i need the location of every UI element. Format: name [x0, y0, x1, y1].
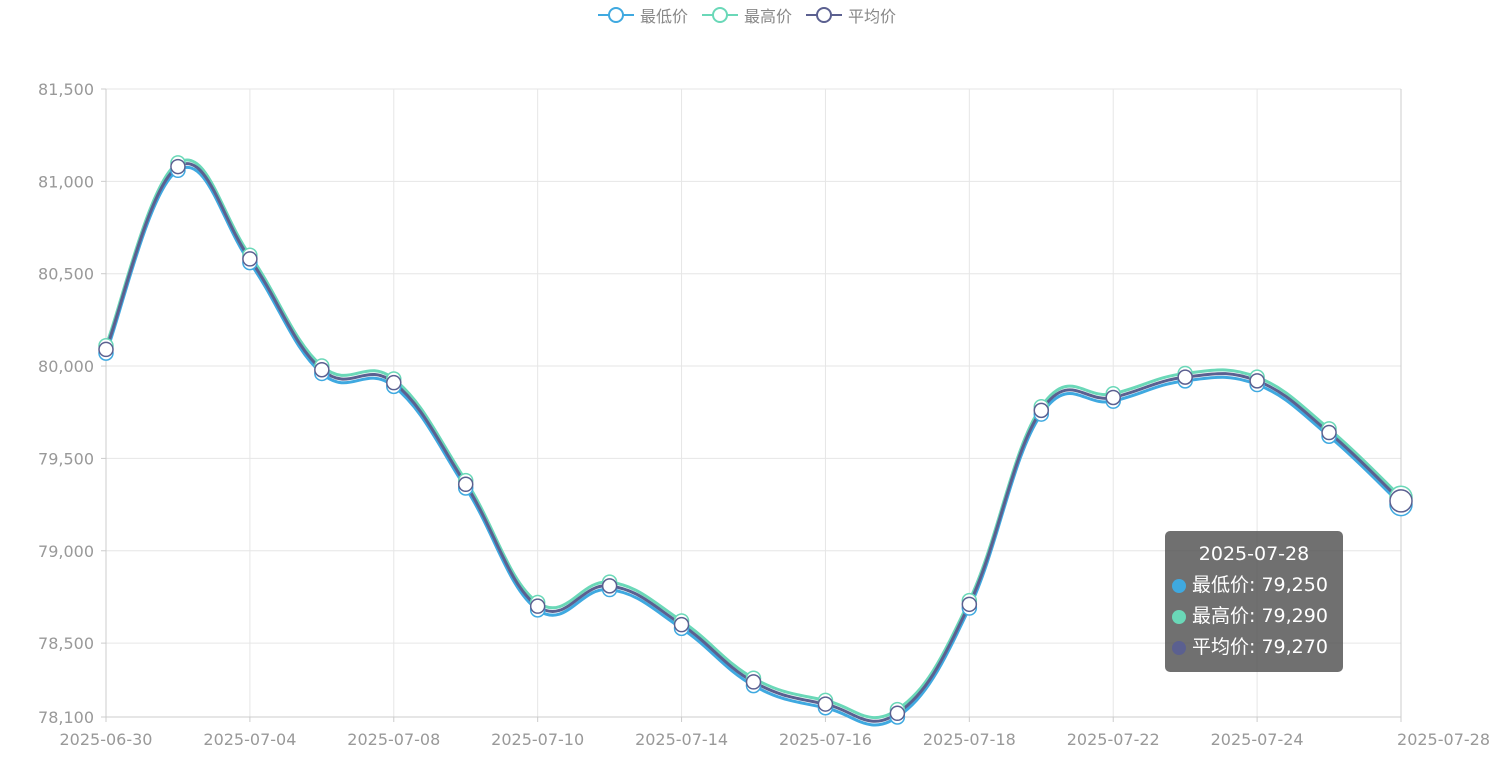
- y-axis-labels: 78,100 78,500 79,000 79,500 80,000 80,500 81,0…: [38, 80, 94, 727]
- data-point-avg: [170, 158, 186, 175]
- x-axis-labels: 2025-06-30 2025-07-04 2025-07-08 2025-07-10…: [60, 730, 1490, 749]
- legend-avg-price-icon: [806, 7, 842, 23]
- chart-points: [98, 155, 1413, 725]
- series-line-avg: [104, 162, 1403, 723]
- y-tick-label: 80,000: [38, 357, 94, 376]
- x-tick-label: 2025-07-04: [203, 730, 296, 749]
- y-tick-label: 79,000: [38, 542, 94, 561]
- tooltip-avg-price-dot: [1172, 640, 1186, 655]
- series-line-min: [104, 166, 1403, 727]
- legend-item-max-price[interactable]: 最高价: [701, 3, 792, 27]
- x-tick-label: 2025-07-22: [1067, 730, 1160, 749]
- x-tick-label: 2025-07-14: [635, 730, 728, 749]
- legend-item-avg-price[interactable]: 平均价: [806, 3, 896, 27]
- data-point-avg: [673, 616, 690, 633]
- data-point-avg: [457, 476, 474, 493]
- data-point-avg: [1177, 369, 1193, 385]
- legend-min-price-icon: [597, 7, 634, 23]
- data-point-avg: [1249, 373, 1265, 389]
- x-tick-label: 2025-07-10: [491, 730, 584, 749]
- y-tick-label: 79,500: [38, 449, 94, 468]
- data-point-avg: [1389, 489, 1413, 513]
- legend-label-avg-price: 平均价: [848, 7, 897, 26]
- data-point-avg: [1105, 389, 1121, 406]
- tooltip-max-price-dot: [1172, 609, 1186, 624]
- x-tick-label: 2025-07-24: [1211, 730, 1304, 749]
- tooltip-row-max-price: 最高价: 79,290: [1172, 601, 1336, 632]
- tooltip-title: 2025-07-28: [1198, 543, 1310, 565]
- x-tick-label: 2025-07-28: [1397, 730, 1490, 749]
- data-point-avg: [1033, 402, 1050, 419]
- y-tick-label: 81,500: [38, 80, 94, 99]
- data-point-avg: [98, 341, 114, 358]
- data-point-avg: [817, 696, 834, 712]
- tooltip-text-min-price: 最低价: 79,250: [1192, 574, 1328, 596]
- chart-axes: [105, 89, 1401, 718]
- data-point-avg: [961, 596, 978, 613]
- data-point-avg: [889, 705, 906, 722]
- data-point-avg: [314, 362, 330, 378]
- y-tick-label: 78,100: [38, 708, 94, 727]
- chart-legend: 最低价 最高价 平均价: [0, 2, 1494, 28]
- x-tick-label: 2025-07-08: [347, 730, 440, 749]
- tooltip-row-avg-price: 平均价: 79,270: [1172, 632, 1336, 663]
- y-tick-label: 81,000: [38, 172, 94, 191]
- tooltip-text-avg-price: 平均价: 79,270: [1192, 636, 1328, 658]
- data-point-avg: [601, 578, 618, 594]
- tooltip-text-max-price: 最高价: 79,290: [1192, 605, 1328, 627]
- chart-series: [104, 158, 1403, 727]
- x-tick-label: 2025-07-16: [779, 730, 872, 749]
- data-point-avg: [1321, 424, 1337, 441]
- x-tick-label: 2025-06-30: [60, 730, 153, 749]
- data-point-avg: [242, 251, 258, 267]
- tooltip-min-price-dot: [1172, 578, 1186, 593]
- tooltip-row-min-price: 最低价: 79,250: [1172, 570, 1336, 601]
- series-line-max: [104, 158, 1403, 720]
- y-tick-label: 80,500: [38, 265, 94, 284]
- data-point-avg: [529, 598, 546, 614]
- data-point-avg: [386, 374, 402, 391]
- legend-item-min-price[interactable]: 最低价: [597, 3, 688, 27]
- legend-max-price-icon: [701, 7, 738, 23]
- y-tick-label: 78,500: [38, 634, 94, 653]
- x-tick-label: 2025-07-18: [923, 730, 1016, 749]
- data-point-avg: [745, 674, 762, 690]
- legend-label-max-price: 最高价: [743, 7, 792, 26]
- chart-tooltip: 2025-07-28 最低价: 79,250 最高价: 79,290 平均价: …: [1165, 531, 1343, 672]
- legend-label-min-price: 最低价: [639, 7, 688, 26]
